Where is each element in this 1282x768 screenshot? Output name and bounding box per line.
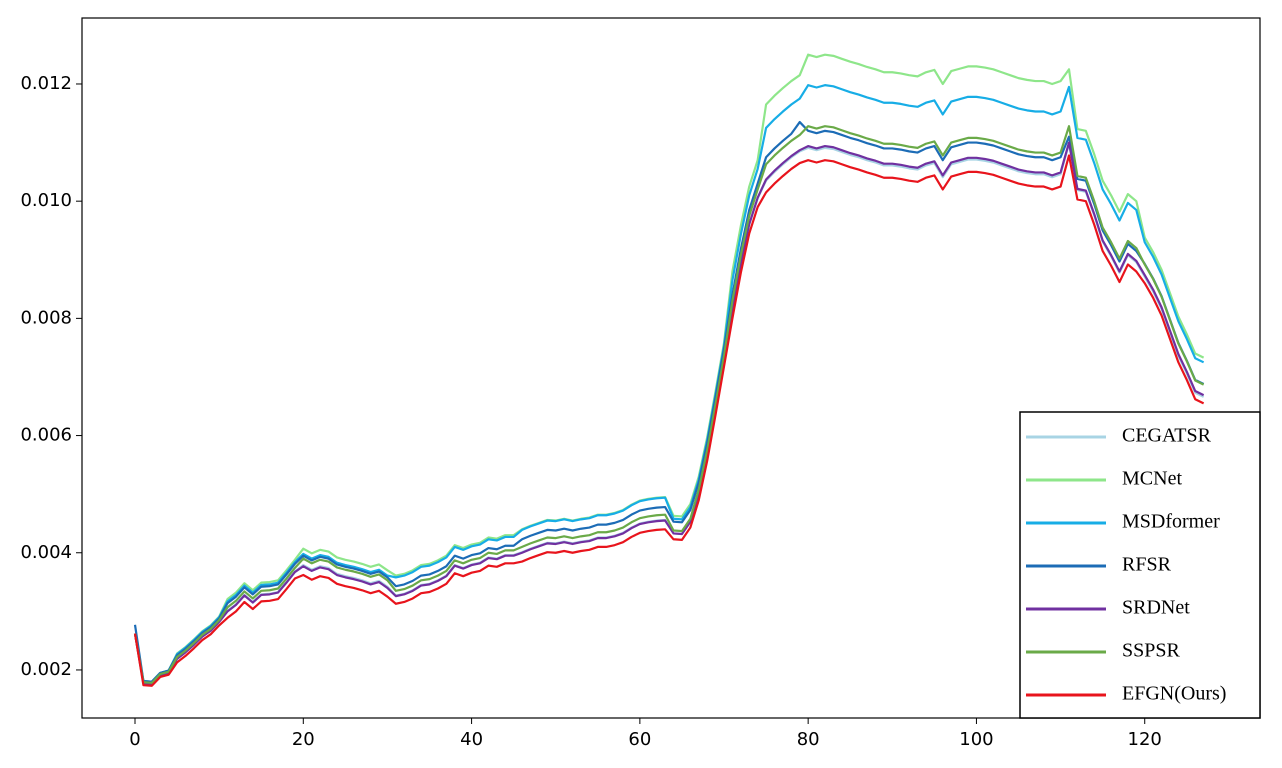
legend-label: SSPSR <box>1122 640 1180 662</box>
legend-label: EFGN(Ours) <box>1122 683 1226 705</box>
y-tick-label: 0.008 <box>20 307 72 328</box>
plot-frame <box>81 17 1261 719</box>
x-tick-label: 100 <box>959 729 993 750</box>
series-line <box>133 84 1205 683</box>
series-line <box>133 125 1205 684</box>
legend-label: RFSR <box>1122 554 1172 576</box>
legend-label: MCNet <box>1122 468 1182 490</box>
series-line <box>133 154 1205 687</box>
x-tick-label: 20 <box>292 729 315 750</box>
legend: CEGATSR MCNet MSDformer RFSR SRDNet SSPSR EFGN… <box>1019 411 1261 719</box>
x-tick-label: 120 <box>1128 729 1162 750</box>
series-line <box>133 141 1205 686</box>
y-tick-label: 0.006 <box>20 425 72 446</box>
x-tick-label: 40 <box>460 729 483 750</box>
legend-label: MSDformer <box>1122 511 1220 533</box>
y-tick-label: 0.010 <box>20 190 72 211</box>
legend-label: SRDNet <box>1122 597 1190 619</box>
x-tick-label: 60 <box>628 729 651 750</box>
legend-label: CEGATSR <box>1122 425 1212 447</box>
y-tick-label: 0.004 <box>20 542 72 563</box>
x-tick-label: 80 <box>797 729 820 750</box>
y-tick-label: 0.002 <box>20 659 72 680</box>
series-line <box>133 120 1205 683</box>
x-tick-label: 0 <box>129 729 140 750</box>
y-tick-label: 0.012 <box>20 73 72 94</box>
